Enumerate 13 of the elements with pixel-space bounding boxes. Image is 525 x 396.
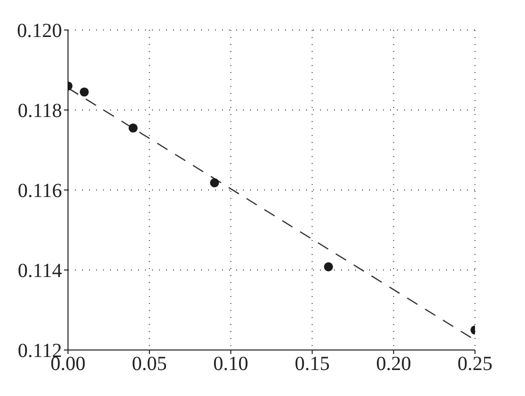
- point: [324, 262, 333, 272]
- x-tick-label: 0.15: [294, 353, 330, 376]
- x-tick-label: 0.05: [132, 353, 167, 376]
- y-tick-label: 0.114: [18, 260, 62, 282]
- x-tick-label: 0.25: [458, 353, 492, 376]
- y-tick-label: 0.116: [18, 180, 62, 202]
- y-tick-label: 0.118: [18, 100, 62, 122]
- x-tick-label: 0.20: [376, 353, 412, 376]
- y-tick-label: 0.120: [17, 20, 62, 42]
- point: [128, 123, 138, 133]
- x-tick-label: 0.10: [213, 353, 248, 376]
- point: [210, 178, 220, 188]
- point: [80, 87, 89, 97]
